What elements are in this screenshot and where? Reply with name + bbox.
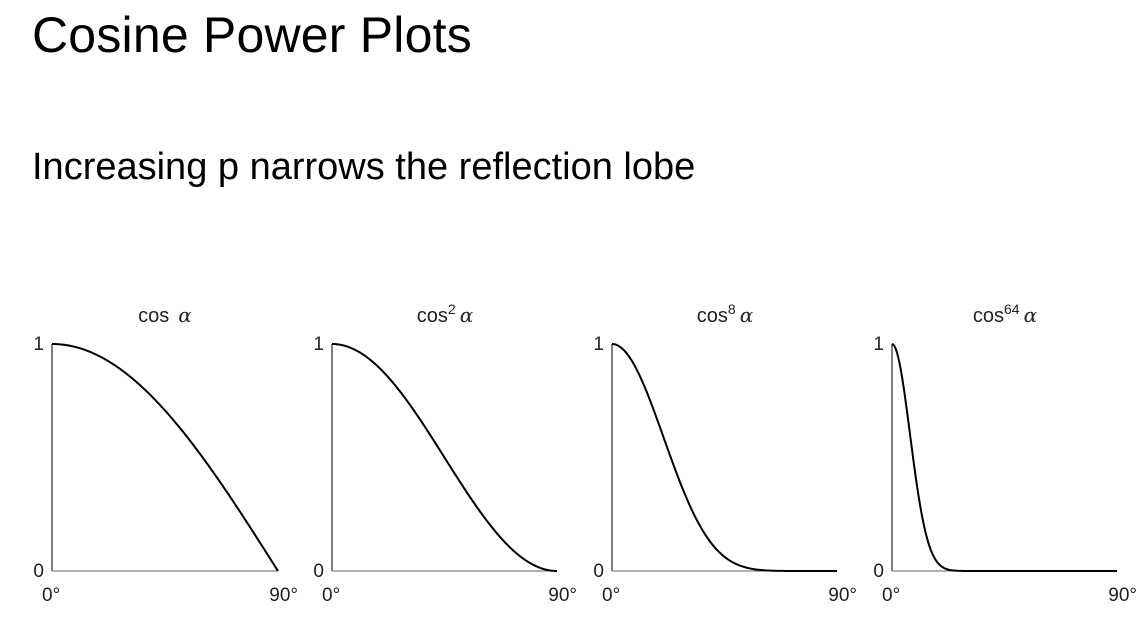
x-tick-label: 90° [269,585,298,606]
chart-title: cos64 α [973,301,1038,327]
chart-title: cos2 α [417,301,474,327]
y-tick-label: 1 [593,334,604,355]
series-line [331,343,558,572]
chart-panel-2: cos2 α 1 0 0° 90° [313,301,577,606]
chart-panel-1: cos α 1 0 0° 90° [33,303,298,606]
x-tick-label: 0° [322,585,340,606]
slide-subtitle: Increasing p narrows the reflection lobe [32,146,696,188]
chart-title: cos8 α [697,301,754,327]
series-line [52,343,279,572]
x-tick-label: 0° [602,585,620,606]
y-tick-label: 0 [313,561,324,582]
y-tick-label: 0 [873,561,884,582]
y-tick-label: 1 [873,334,884,355]
chart-panel-3: cos8 α 1 0 0° 90° [593,301,857,606]
y-tick-label: 0 [593,561,604,582]
x-tick-label: 90° [828,585,857,606]
x-tick-label: 90° [1108,585,1137,606]
chart-title: cos α [138,303,192,327]
x-tick-label: 0° [882,585,900,606]
slide-title: Cosine Power Plots [32,7,472,63]
y-tick-label: 1 [313,334,324,355]
y-tick-label: 0 [33,561,44,582]
x-tick-label: 90° [548,585,577,606]
chart-panel-4: cos64 α 1 0 0° 90° [873,301,1137,606]
y-tick-label: 1 [33,334,44,355]
series-line [891,343,1117,572]
x-tick-label: 0° [42,585,60,606]
series-line [611,343,837,572]
